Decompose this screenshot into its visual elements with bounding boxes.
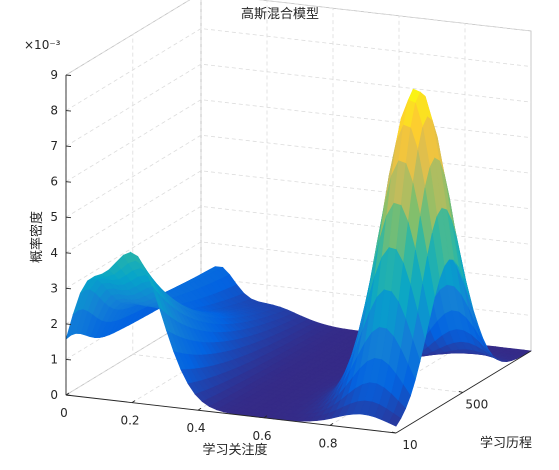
z-tick [65, 145, 72, 148]
z-tick-label: 6 [50, 175, 58, 189]
x-tick [131, 400, 136, 403]
x-axis-label: 学习关注度 [202, 442, 267, 458]
z-exponent-label: ×10⁻³ [24, 38, 61, 52]
x-tick [329, 423, 334, 426]
y-tick-label: 500 [465, 397, 488, 411]
x-tick [65, 392, 70, 396]
z-tick [65, 216, 72, 219]
surface-layer [65, 88, 532, 427]
z-tick [65, 181, 72, 183]
z-tick-label: 2 [50, 317, 58, 331]
y-axis-line [395, 350, 532, 434]
z-tick [65, 323, 72, 325]
x-tick-label: 0.2 [120, 414, 139, 428]
z-axis-label: 概率密度 [29, 211, 45, 263]
x-tick-label: 0 [60, 406, 68, 420]
z-tick [65, 287, 72, 290]
x-tick-label: 0.4 [186, 421, 205, 435]
z-tick [65, 110, 72, 112]
z-gridline [65, 170, 532, 254]
x-tick-label: 0.8 [318, 436, 337, 450]
chart-title: 高斯混合模型 [241, 6, 319, 22]
y-tick [458, 390, 463, 393]
y-tick-label: 10 [402, 438, 417, 452]
y-axis-label: 学习历程 [480, 435, 532, 451]
z-tick [65, 252, 72, 254]
x-tick [263, 415, 268, 419]
z-gridline [65, 99, 532, 183]
y-tick [391, 431, 397, 434]
z-tick-label: 0 [50, 388, 58, 402]
z-tick-label: 4 [50, 246, 58, 260]
z-gridline [65, 0, 532, 76]
z-tick-label: 8 [50, 104, 58, 118]
z-tick-label: 3 [50, 281, 58, 295]
x-axis-line [65, 394, 397, 434]
z-tick-label: 7 [50, 139, 58, 153]
y-gridline [132, 34, 463, 393]
z-tick [65, 74, 72, 76]
z-gridline [65, 63, 532, 147]
z-tick [65, 394, 72, 396]
z-tick-label: 1 [50, 352, 58, 366]
z-gridline [65, 28, 532, 111]
z-tick-label: 5 [50, 210, 58, 224]
z-tick [65, 358, 72, 361]
surface-patch [388, 413, 402, 427]
z-tick-label: 9 [50, 68, 58, 82]
z-gridline [65, 134, 532, 218]
axes-layer: 0 1 2 3 4 5 6 7 8 9 0 0.2 0.4 0.6 0.8 10 500 [50, 68, 532, 452]
x-tick [197, 407, 202, 411]
x-tick-label: 0.6 [252, 429, 271, 443]
